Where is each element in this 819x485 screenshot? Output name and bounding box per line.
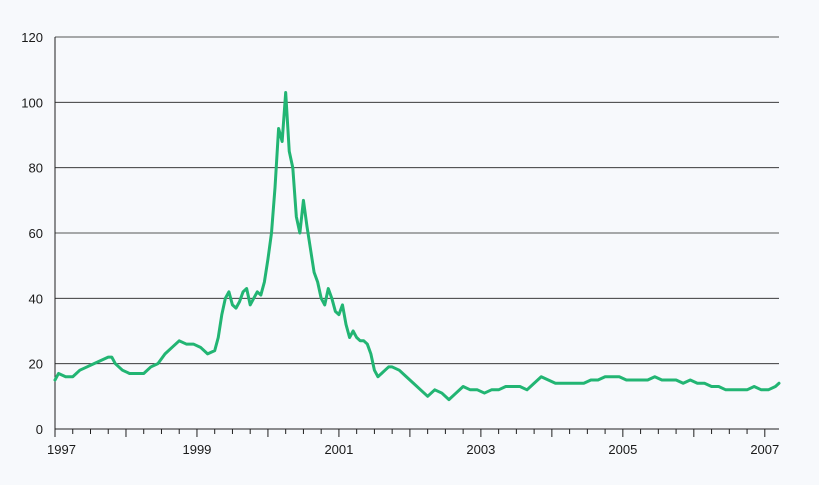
- y-tick-label: 20: [29, 357, 43, 372]
- y-tick-label: 40: [29, 291, 43, 306]
- x-tick-label: 2005: [608, 442, 637, 457]
- series-layer: [53, 91, 781, 402]
- x-tick-label: 1999: [182, 442, 211, 457]
- x-axis-tick-labels: 1997 1999 2001 2003 2005 2007: [47, 442, 779, 457]
- x-tick-label: 2007: [750, 442, 779, 457]
- gridlines: [55, 36, 779, 365]
- x-tick-label: 2001: [324, 442, 353, 457]
- y-axis-tick-labels: 0 20 40 60 80 100 120: [21, 30, 43, 437]
- y-tick-label: 0: [36, 422, 43, 437]
- x-tick-label: 2003: [466, 442, 495, 457]
- y-tick-label: 80: [29, 161, 43, 176]
- y-tick-label: 100: [21, 95, 43, 110]
- axes: [54, 37, 779, 437]
- x-tick-label: 1997: [47, 442, 76, 457]
- y-tick-label: 120: [21, 30, 43, 45]
- y-tick-label: 60: [29, 226, 43, 241]
- series-line-0: [53, 91, 781, 402]
